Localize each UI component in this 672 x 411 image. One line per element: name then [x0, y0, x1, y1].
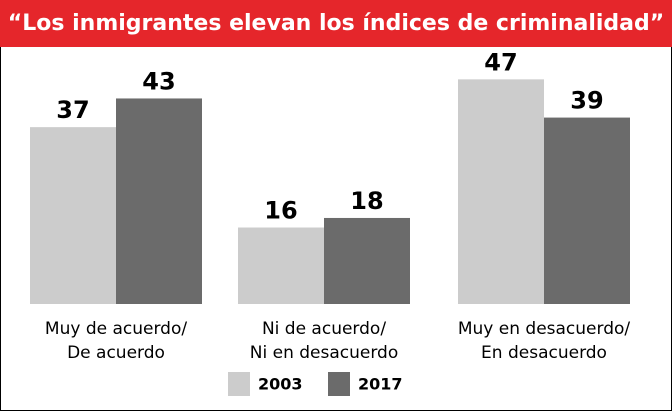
x-tick-label: En desacuerdo	[481, 343, 607, 363]
value-label: 47	[484, 48, 517, 76]
value-label: 43	[142, 67, 175, 95]
bar	[116, 98, 202, 305]
x-tick-label: Ni de acuerdo/	[262, 319, 386, 339]
x-tick-label: Muy de acuerdo/	[45, 319, 187, 339]
bar	[30, 127, 116, 304]
bar	[238, 227, 324, 304]
value-label: 37	[56, 96, 89, 124]
value-label: 39	[570, 87, 603, 115]
legend-swatch	[228, 372, 250, 396]
bar	[324, 217, 410, 304]
bar	[544, 117, 630, 304]
chart-title: “Los inmigrantes elevan los índices de c…	[8, 11, 664, 36]
title-banner	[0, 0, 672, 47]
value-label: 18	[350, 187, 383, 215]
legend-label: 2017	[358, 375, 403, 394]
x-tick-label: De acuerdo	[67, 343, 165, 363]
bar	[458, 79, 544, 304]
x-tick-label: Ni en desacuerdo	[250, 343, 398, 363]
x-tick-label: Muy en desacuerdo/	[458, 319, 631, 339]
value-label: 16	[264, 197, 297, 225]
legend-swatch	[328, 372, 350, 396]
legend-label: 2003	[258, 375, 303, 394]
